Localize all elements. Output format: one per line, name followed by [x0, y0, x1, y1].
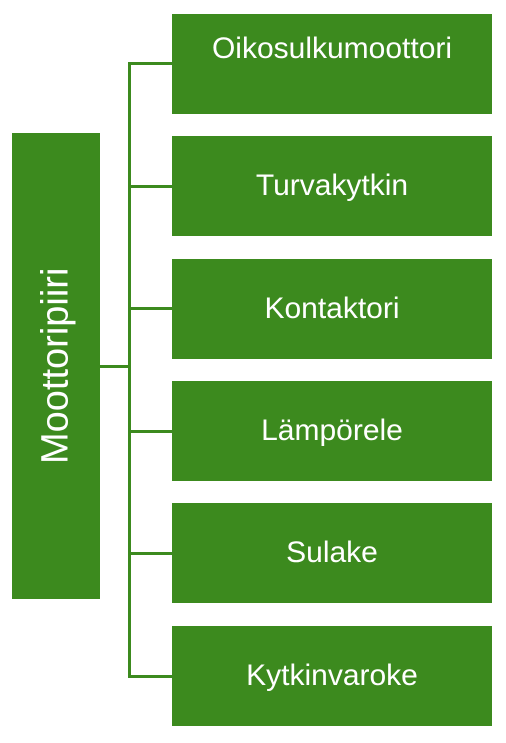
- connector-branch: [128, 307, 172, 310]
- connector-branch: [100, 365, 128, 368]
- child-node: Kontaktori: [172, 259, 492, 359]
- child-label: Sulake: [286, 536, 378, 570]
- child-node: Turvakytkin: [172, 136, 492, 236]
- connector-branch: [128, 675, 172, 678]
- connector-trunk: [128, 62, 131, 675]
- child-label: Kytkinvaroke: [246, 659, 418, 693]
- child-label: Lämpörele: [261, 414, 403, 448]
- child-node: Sulake: [172, 503, 492, 603]
- connector-branch: [128, 185, 172, 188]
- child-node: Lämpörele: [172, 381, 492, 481]
- connector-branch: [128, 62, 172, 65]
- child-node: Kytkinvaroke: [172, 626, 492, 726]
- child-label: Kontaktori: [264, 292, 399, 326]
- root-label: Moottoripiiri: [35, 268, 78, 464]
- connector-branch: [128, 430, 172, 433]
- root-node: Moottoripiiri: [12, 133, 100, 599]
- child-label: Oikosulkumoottori: [212, 32, 452, 66]
- child-node: Oikosulkumoottori: [172, 14, 492, 114]
- connector-branch: [128, 552, 172, 555]
- child-label: Turvakytkin: [256, 169, 408, 203]
